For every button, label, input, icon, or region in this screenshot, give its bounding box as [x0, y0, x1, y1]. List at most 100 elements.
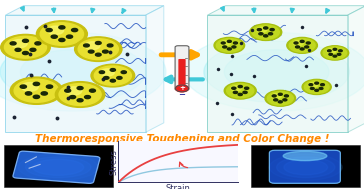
Circle shape: [77, 99, 83, 102]
Circle shape: [75, 37, 122, 61]
Circle shape: [103, 50, 108, 53]
Circle shape: [10, 77, 63, 104]
Circle shape: [223, 46, 227, 48]
Circle shape: [10, 42, 16, 45]
Circle shape: [15, 48, 21, 51]
Circle shape: [319, 88, 323, 89]
Circle shape: [94, 66, 131, 85]
Circle shape: [296, 46, 300, 48]
Circle shape: [252, 25, 279, 39]
X-axis label: Strain: Strain: [166, 184, 191, 189]
Circle shape: [88, 50, 94, 53]
Circle shape: [95, 42, 101, 44]
Circle shape: [90, 89, 95, 92]
Circle shape: [268, 33, 273, 35]
Circle shape: [59, 84, 101, 105]
Circle shape: [46, 29, 52, 32]
Polygon shape: [146, 6, 164, 132]
Polygon shape: [207, 6, 364, 15]
Circle shape: [66, 87, 82, 95]
Text: Thermoresponsive Toughening and Color Change !: Thermoresponsive Toughening and Color Ch…: [35, 134, 329, 144]
Circle shape: [315, 89, 318, 91]
FancyArrowPatch shape: [179, 162, 187, 168]
Circle shape: [84, 44, 89, 47]
Ellipse shape: [0, 33, 166, 111]
FancyBboxPatch shape: [13, 151, 100, 183]
Circle shape: [327, 49, 336, 53]
Circle shape: [264, 27, 268, 29]
Circle shape: [245, 87, 249, 89]
Circle shape: [110, 79, 115, 82]
Polygon shape: [207, 15, 348, 132]
Circle shape: [221, 42, 225, 44]
Circle shape: [104, 77, 109, 79]
Circle shape: [310, 88, 314, 89]
Circle shape: [272, 94, 281, 99]
Circle shape: [41, 92, 47, 95]
Circle shape: [14, 79, 59, 102]
Circle shape: [321, 84, 324, 86]
Ellipse shape: [204, 41, 349, 103]
Circle shape: [337, 53, 341, 55]
Circle shape: [59, 26, 65, 29]
Circle shape: [233, 42, 237, 44]
Circle shape: [243, 91, 247, 94]
Circle shape: [47, 26, 64, 35]
Ellipse shape: [283, 151, 327, 161]
Circle shape: [117, 77, 122, 79]
Bar: [4, 145, 113, 187]
Circle shape: [289, 39, 315, 52]
Circle shape: [264, 35, 268, 37]
Circle shape: [20, 85, 27, 88]
Circle shape: [67, 35, 72, 38]
Circle shape: [33, 95, 40, 98]
Polygon shape: [5, 15, 146, 132]
Circle shape: [1, 34, 50, 60]
Circle shape: [272, 95, 276, 97]
Circle shape: [228, 40, 231, 42]
Circle shape: [238, 85, 242, 88]
Circle shape: [100, 69, 114, 76]
Circle shape: [293, 41, 303, 46]
Circle shape: [267, 91, 293, 105]
Circle shape: [274, 99, 278, 101]
Circle shape: [232, 46, 236, 48]
Circle shape: [228, 48, 231, 50]
Circle shape: [55, 82, 105, 107]
Ellipse shape: [284, 160, 328, 175]
Circle shape: [21, 83, 38, 91]
Circle shape: [250, 24, 282, 40]
Circle shape: [278, 101, 282, 103]
Circle shape: [315, 82, 318, 84]
Circle shape: [287, 37, 317, 53]
Circle shape: [35, 42, 41, 45]
Circle shape: [333, 48, 337, 50]
Circle shape: [306, 42, 310, 44]
Circle shape: [214, 37, 245, 53]
Circle shape: [216, 39, 242, 52]
Circle shape: [33, 82, 40, 86]
Circle shape: [328, 50, 331, 52]
Circle shape: [265, 90, 296, 106]
Ellipse shape: [277, 157, 335, 178]
Circle shape: [85, 42, 100, 50]
Polygon shape: [348, 6, 364, 132]
FancyBboxPatch shape: [269, 150, 340, 183]
Circle shape: [175, 85, 189, 92]
Circle shape: [23, 51, 28, 55]
Circle shape: [283, 99, 287, 101]
FancyBboxPatch shape: [175, 46, 189, 90]
Circle shape: [110, 69, 115, 71]
Circle shape: [51, 35, 57, 38]
Circle shape: [84, 95, 91, 99]
Circle shape: [36, 21, 87, 47]
Bar: [251, 145, 360, 187]
Circle shape: [329, 53, 333, 55]
Circle shape: [11, 40, 27, 48]
Circle shape: [278, 93, 282, 95]
Circle shape: [339, 50, 342, 52]
Ellipse shape: [20, 50, 125, 94]
Circle shape: [309, 84, 313, 86]
Circle shape: [305, 46, 309, 48]
Circle shape: [40, 23, 84, 45]
